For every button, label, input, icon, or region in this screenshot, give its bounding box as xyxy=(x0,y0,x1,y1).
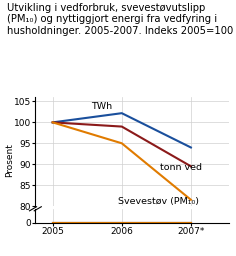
Text: Svevestøv (PM₁₀): Svevestøv (PM₁₀) xyxy=(118,197,199,206)
Text: Prosent: Prosent xyxy=(5,143,14,177)
Text: Utvikling i vedforbruk, svevestøvutslipp
(PM₁₀) og nyttiggjort energi fra vedfyr: Utvikling i vedforbruk, svevestøvutslipp… xyxy=(7,3,233,36)
Text: tonn ved: tonn ved xyxy=(160,164,202,173)
Text: TWh: TWh xyxy=(91,102,112,111)
